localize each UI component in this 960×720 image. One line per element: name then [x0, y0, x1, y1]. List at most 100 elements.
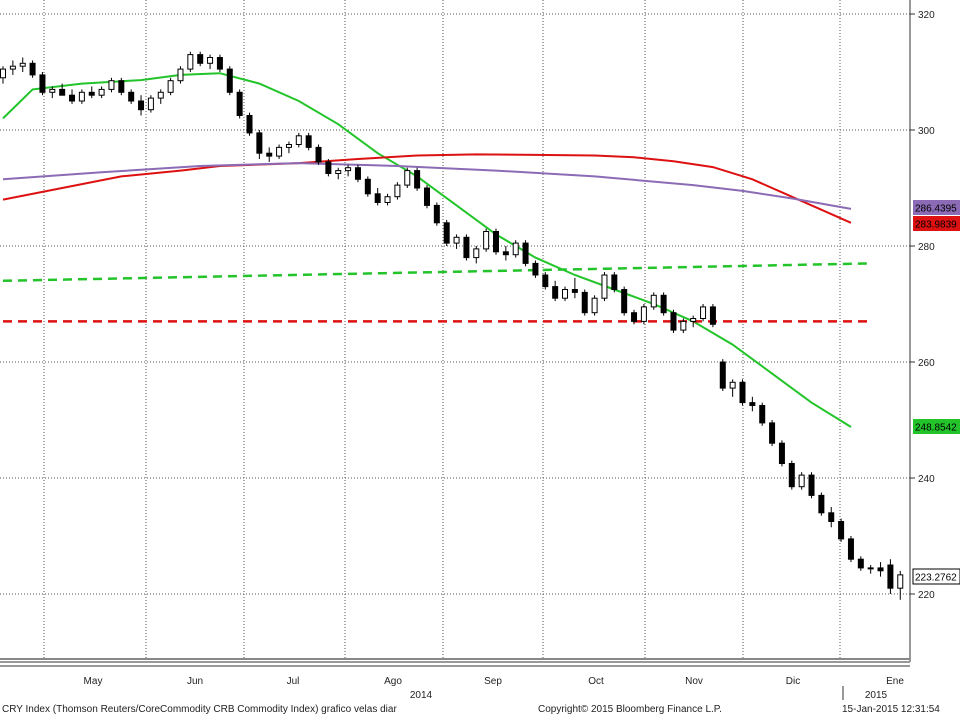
- candle-body: [532, 262, 539, 276]
- candle: [581, 289, 588, 316]
- candle-body: [197, 54, 204, 64]
- candle-body: [483, 231, 490, 250]
- candle: [29, 60, 36, 78]
- candle: [256, 130, 263, 159]
- candle-body: [59, 88, 66, 96]
- candle-body: [759, 405, 766, 424]
- moving-average-line: [2, 72, 852, 428]
- candle: [601, 272, 608, 302]
- candle: [729, 379, 736, 397]
- candle: [493, 228, 499, 255]
- candle: [325, 159, 332, 177]
- y-tick-label: 220: [918, 590, 935, 601]
- candle-body: [493, 231, 499, 253]
- footer-index-description: CRY Index (Thomson Reuters/CoreCommodity…: [2, 704, 397, 715]
- candle-body: [167, 80, 174, 93]
- candle-body: [216, 57, 223, 70]
- candle: [266, 147, 273, 162]
- x-axis-bar: [0, 658, 910, 660]
- footer-timestamp: 15-Jan-2015 12:31:54: [842, 704, 940, 715]
- last-value-text: 223.2762: [915, 573, 957, 584]
- candle: [709, 304, 716, 328]
- last-value-text: 283.9839: [915, 220, 957, 231]
- last-value-label: 286.4395: [913, 200, 960, 215]
- candle-body: [650, 294, 657, 308]
- candle: [502, 246, 509, 261]
- candle-body: [719, 361, 726, 389]
- candle-body: [29, 62, 36, 76]
- candle: [157, 89, 164, 104]
- candle: [562, 286, 569, 302]
- candle: [857, 556, 864, 571]
- candle-body: [473, 248, 480, 259]
- candle-body: [374, 193, 381, 204]
- candle-body: [769, 422, 776, 444]
- candle-body: [315, 146, 322, 163]
- candle: [246, 112, 253, 136]
- candle: [552, 280, 559, 302]
- candle-body: [581, 291, 588, 314]
- x-year-label: 2014: [410, 690, 433, 701]
- candle: [670, 309, 677, 333]
- candle-body: [39, 74, 46, 93]
- candle-body: [709, 306, 716, 325]
- candle-body: [147, 97, 154, 111]
- candle: [483, 228, 490, 252]
- candle-body: [512, 242, 519, 256]
- candle-body: [542, 274, 549, 288]
- last-value-box: [913, 200, 960, 215]
- candle-body: [364, 178, 371, 195]
- candle: [867, 565, 874, 574]
- candle: [463, 234, 470, 261]
- candle: [847, 536, 854, 563]
- y-tick-label: 260: [918, 358, 935, 369]
- y-tick-label: 240: [918, 474, 935, 485]
- candle: [532, 260, 539, 278]
- candle: [226, 66, 233, 96]
- candle-body: [700, 306, 707, 319]
- candle-body: [423, 187, 430, 206]
- candle-body: [660, 294, 667, 314]
- candle-body: [108, 80, 115, 90]
- candle: [877, 562, 884, 577]
- candle-body: [621, 289, 628, 314]
- candle-body: [285, 144, 292, 148]
- axes: 220 240 260 280 300 320 May Jun Jul Ago Sep Oct Nov D…: [0, 0, 935, 701]
- candle-body: [138, 100, 145, 111]
- candle: [660, 292, 667, 316]
- candle-body: [453, 236, 460, 244]
- candle: [138, 95, 145, 116]
- candle: [315, 144, 322, 165]
- candle-body: [611, 274, 618, 290]
- x-axis-bar-lower: [0, 661, 910, 663]
- candle-body: [266, 152, 273, 157]
- y-tick-label: 320: [918, 10, 935, 21]
- candle-body: [867, 567, 874, 570]
- candle: [591, 295, 598, 316]
- candle: [9, 60, 16, 75]
- x-month-label: Oct: [588, 676, 604, 687]
- candle: [887, 559, 894, 594]
- candle: [335, 167, 342, 180]
- candle: [808, 472, 815, 499]
- x-month-label: Sep: [484, 676, 502, 687]
- candle-body: [808, 474, 815, 496]
- candle-body: [404, 170, 411, 186]
- candle-body: [226, 68, 233, 93]
- candle-body: [19, 62, 26, 67]
- candle-body: [887, 564, 894, 589]
- x-month-label: Ago: [384, 676, 402, 687]
- candle: [305, 132, 312, 151]
- last-value-box: [912, 568, 960, 585]
- candles: [0, 51, 904, 600]
- candle-body: [502, 251, 509, 256]
- candle: [631, 309, 638, 325]
- candle: [700, 304, 707, 322]
- candle-body: [788, 463, 795, 488]
- candle: [147, 95, 154, 113]
- candle: [39, 72, 46, 96]
- candle-body: [414, 170, 421, 189]
- candle: [207, 54, 214, 70]
- last-value-box: [913, 216, 960, 231]
